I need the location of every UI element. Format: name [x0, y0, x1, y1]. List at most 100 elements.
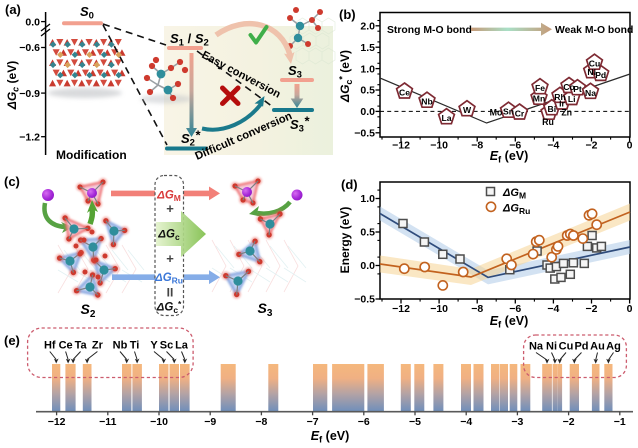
svg-text:Sn: Sn — [503, 107, 514, 117]
svg-text:Fe: Fe — [535, 83, 545, 93]
svg-text:Weak M-O bond: Weak M-O bond — [555, 25, 633, 36]
svg-text:−6: −6 — [509, 303, 521, 315]
svg-text:0.0: 0.0 — [360, 260, 375, 272]
svg-text:ΔGc* (eV): ΔGc* (eV) — [338, 50, 355, 103]
svg-text:ΔGc (eV): ΔGc (eV) — [5, 61, 21, 110]
svg-text:Ef (eV): Ef (eV) — [311, 429, 350, 446]
svg-text:+: + — [166, 251, 174, 266]
svg-text:−12: −12 — [48, 416, 66, 428]
svg-text:−10: −10 — [430, 303, 448, 315]
svg-text:1.5: 1.5 — [360, 42, 375, 54]
svg-text:Ag: Ag — [606, 341, 621, 353]
svg-text:−2: −2 — [586, 303, 598, 315]
svg-text:Ti: Ti — [130, 340, 140, 352]
svg-text:Li: Li — [568, 94, 576, 104]
svg-text:(e): (e) — [4, 333, 20, 348]
svg-text:Ni: Ni — [546, 341, 557, 353]
svg-text:Pd: Pd — [574, 341, 588, 353]
svg-text:La: La — [441, 113, 451, 123]
svg-text:−8: −8 — [471, 140, 483, 152]
svg-text:1.0: 1.0 — [360, 193, 375, 205]
svg-text:Zr: Zr — [92, 340, 104, 352]
svg-text:Cr: Cr — [515, 109, 525, 119]
svg-text:(b): (b) — [339, 7, 356, 22]
svg-text:Modification: Modification — [56, 148, 127, 162]
svg-text:Ru: Ru — [542, 117, 554, 127]
svg-text:Hf: Hf — [44, 340, 56, 352]
svg-text:−4: −4 — [547, 303, 559, 315]
svg-text:(c): (c) — [4, 174, 20, 189]
svg-text:−11: −11 — [99, 416, 116, 428]
svg-text:Ta: Ta — [75, 340, 88, 352]
svg-text:−4: −4 — [460, 416, 472, 428]
svg-text:−6: −6 — [358, 416, 370, 428]
svg-text:−0.5: −0.5 — [354, 128, 375, 140]
svg-text:Nb: Nb — [421, 97, 432, 107]
svg-text:Ir: Ir — [559, 99, 565, 109]
svg-text:−8: −8 — [255, 416, 267, 428]
svg-text:−10: −10 — [430, 140, 448, 152]
svg-text:ΔGRu: ΔGRu — [502, 203, 530, 217]
svg-text:Energy (eV): Energy (eV) — [338, 207, 352, 274]
svg-text:0.0: 0.0 — [25, 16, 40, 28]
svg-text:−0.5: −0.5 — [354, 294, 375, 306]
svg-text:0.0: 0.0 — [360, 106, 375, 118]
svg-text:ΔGRu: ΔGRu — [154, 272, 183, 286]
svg-text:−0.6: −0.6 — [19, 42, 40, 54]
svg-text:−3: −3 — [511, 416, 523, 428]
svg-text:−2: −2 — [586, 140, 598, 152]
svg-text:Strong M-O bond: Strong M-O bond — [387, 25, 472, 36]
svg-text:S1 / S2: S1 / S2 — [170, 31, 209, 49]
svg-text:La: La — [175, 340, 189, 352]
svg-text:Y: Y — [150, 340, 158, 352]
svg-text:(a): (a) — [5, 2, 21, 17]
svg-text:−1: −1 — [614, 416, 626, 428]
svg-text:Na: Na — [529, 341, 544, 353]
svg-text:W: W — [463, 105, 472, 115]
svg-text:Ef (eV): Ef (eV) — [490, 314, 529, 331]
svg-text:Mn: Mn — [533, 94, 545, 104]
svg-text:Ni: Ni — [587, 67, 596, 77]
svg-text:(d): (d) — [341, 177, 358, 192]
svg-text:Cu: Cu — [559, 341, 574, 353]
svg-text:−5: −5 — [409, 416, 421, 428]
svg-text:Ef (eV): Ef (eV) — [490, 149, 529, 166]
svg-text:−1.2: −1.2 — [19, 131, 40, 143]
svg-text:Bi: Bi — [548, 104, 557, 114]
svg-text:−9: −9 — [204, 416, 216, 428]
svg-text:0.5: 0.5 — [360, 227, 375, 239]
svg-text:1.0: 1.0 — [360, 63, 375, 75]
svg-text:Sc: Sc — [160, 340, 173, 352]
svg-text:Nb: Nb — [113, 340, 128, 352]
svg-text:Ce: Ce — [399, 88, 410, 98]
svg-text:Zn: Zn — [561, 108, 572, 118]
svg-text:−6: −6 — [509, 140, 521, 152]
svg-text:−12: −12 — [392, 140, 410, 152]
svg-text:Pt: Pt — [573, 84, 582, 94]
svg-text:−12: −12 — [392, 303, 410, 315]
svg-text:II: II — [167, 286, 174, 300]
svg-text:Rh: Rh — [554, 92, 565, 102]
svg-text:+: + — [166, 201, 174, 216]
svg-text:−0.9: −0.9 — [19, 88, 40, 100]
svg-text:−7: −7 — [307, 416, 319, 428]
svg-text:Co: Co — [563, 82, 574, 92]
svg-text:0: 0 — [627, 140, 633, 152]
svg-text:−2: −2 — [563, 416, 575, 428]
svg-text:Na: Na — [585, 88, 596, 98]
svg-text:−10: −10 — [150, 416, 168, 428]
svg-text:2.0: 2.0 — [360, 21, 375, 33]
svg-text:ΔGc*: ΔGc* — [156, 299, 182, 315]
svg-text:Mo: Mo — [490, 108, 503, 118]
svg-text:−4: −4 — [547, 140, 559, 152]
svg-text:0.5: 0.5 — [360, 85, 375, 97]
svg-text:ΔGc: ΔGc — [157, 229, 180, 243]
svg-text:0: 0 — [627, 303, 633, 315]
svg-text:Ce: Ce — [59, 340, 73, 352]
svg-text:Pd: Pd — [595, 70, 606, 80]
svg-text:Au: Au — [590, 341, 605, 353]
svg-text:ΔGM: ΔGM — [156, 190, 181, 204]
svg-text:ΔGM: ΔGM — [502, 187, 526, 201]
svg-text:−8: −8 — [471, 303, 483, 315]
svg-text:Cu: Cu — [589, 59, 600, 69]
